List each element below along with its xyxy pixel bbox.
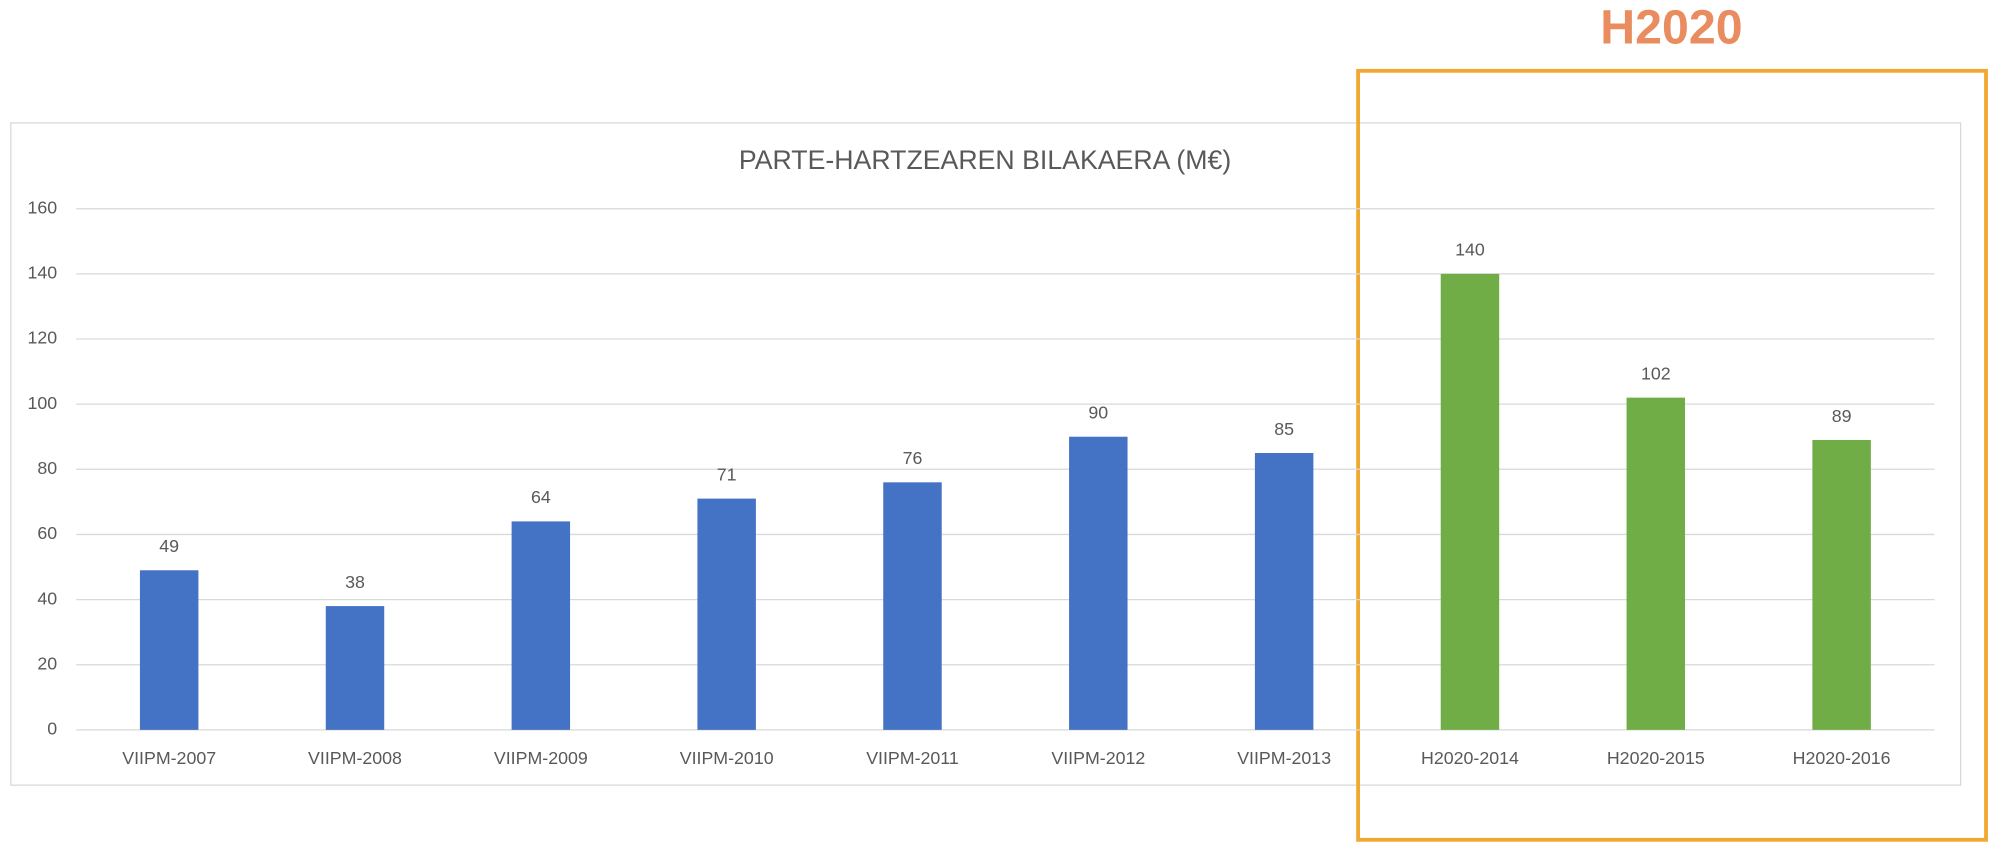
bar xyxy=(511,521,571,730)
x-tick-label: H2020-2014 xyxy=(1421,748,1519,768)
value-label: 49 xyxy=(159,536,179,556)
bar xyxy=(325,606,385,730)
value-label: 85 xyxy=(1274,419,1294,439)
y-tick-label: 40 xyxy=(37,588,57,608)
value-label: 76 xyxy=(903,448,923,468)
value-label: 71 xyxy=(717,464,737,484)
y-tick-label: 160 xyxy=(28,197,58,217)
y-tick-label: 140 xyxy=(28,263,58,283)
x-tick-label: H2020-2016 xyxy=(1793,748,1891,768)
bar xyxy=(883,482,942,730)
bar xyxy=(1069,436,1128,730)
y-tick-label: 80 xyxy=(37,458,57,478)
bar xyxy=(1440,273,1500,730)
value-label: 90 xyxy=(1088,403,1108,423)
bar xyxy=(1812,439,1871,730)
value-label: 64 xyxy=(531,487,551,507)
x-tick-label: VIIPM-2010 xyxy=(680,748,774,768)
bar xyxy=(1626,397,1686,730)
x-tick-label: VIIPM-2011 xyxy=(866,748,959,768)
value-label: 89 xyxy=(1832,406,1852,426)
chart-title: PARTE-HARTZEAREN BILAKAERA (M€) xyxy=(739,145,1231,175)
annotation: H2020 xyxy=(1600,1,1742,55)
x-tick-label: VIIPM-2013 xyxy=(1237,748,1331,768)
value-label: 38 xyxy=(345,572,365,592)
bar xyxy=(1254,453,1314,730)
value-label: 102 xyxy=(1641,363,1671,383)
x-tick-label: VIIPM-2009 xyxy=(494,748,588,768)
y-tick-label: 60 xyxy=(37,523,57,543)
x-tick-label: VIIPM-2007 xyxy=(122,748,216,768)
highlight-box xyxy=(1356,68,1988,842)
value-label: 140 xyxy=(1455,240,1485,260)
y-tick-label: 120 xyxy=(28,328,58,348)
bar xyxy=(697,498,756,730)
x-tick-label: VIIPM-2012 xyxy=(1051,748,1145,768)
bar xyxy=(139,570,199,730)
x-tick-label: VIIPM-2008 xyxy=(308,748,402,768)
y-tick-label: 20 xyxy=(37,653,57,673)
y-tick-label: 0 xyxy=(47,719,57,739)
x-tick-label: H2020-2015 xyxy=(1607,748,1705,768)
y-tick-label: 100 xyxy=(28,393,58,413)
